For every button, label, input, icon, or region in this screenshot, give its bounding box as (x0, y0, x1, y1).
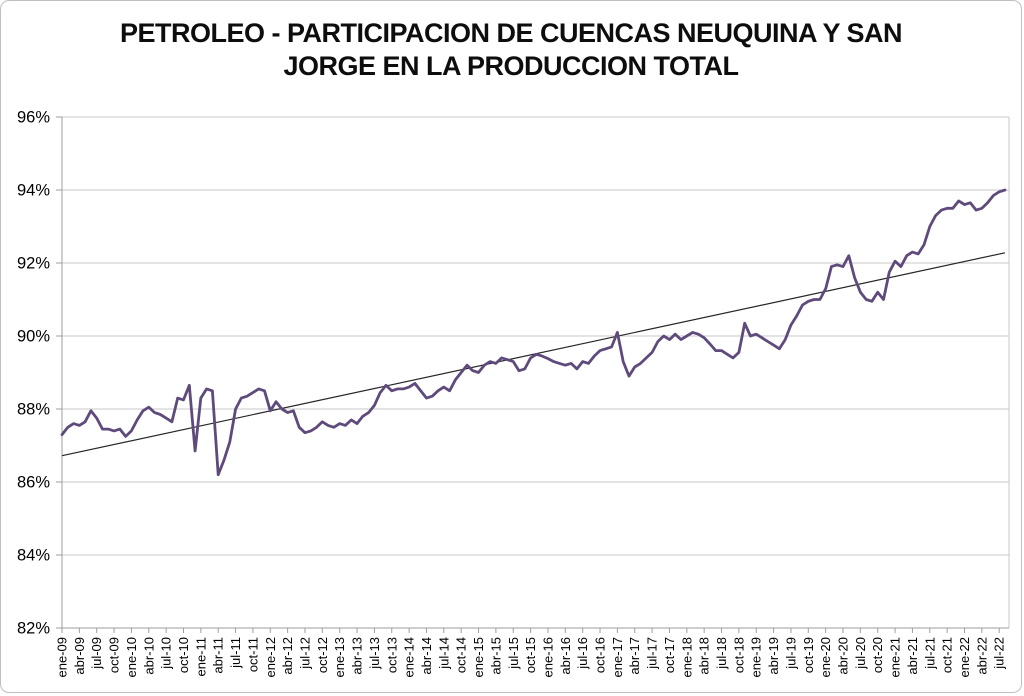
x-axis-label: abr-09 (72, 637, 87, 675)
x-axis-label: ene-13 (332, 637, 347, 677)
x-axis-label: jul-17 (645, 637, 660, 670)
x-axis-label: ene-19 (749, 637, 764, 677)
x-axis-label: jul-14 (436, 637, 451, 670)
x-axis-label: abr-15 (488, 637, 503, 675)
x-axis-label: abr-21 (905, 637, 920, 675)
x-axis-label: oct-10 (176, 637, 191, 673)
x-axis-label: oct-17 (662, 637, 677, 673)
x-axis-label: abr-17 (627, 637, 642, 675)
x-axis-label: oct-16 (593, 637, 608, 673)
x-axis-label: oct-19 (801, 637, 816, 673)
x-axis-label: jul-09 (89, 637, 104, 670)
x-axis-label: jul-13 (367, 637, 382, 670)
x-axis-label: oct-11 (245, 637, 260, 672)
x-axis-label: abr-16 (558, 637, 573, 675)
x-axis-label: oct-18 (731, 637, 746, 673)
series-line (60, 188, 1007, 477)
x-axis-label: abr-20 (836, 637, 851, 675)
x-axis-label: oct-09 (107, 637, 122, 673)
x-axis-label: abr-22 (974, 637, 989, 675)
y-axis-label: 90% (17, 328, 50, 346)
x-axis-label: abr-19 (766, 637, 781, 675)
x-axis-label: oct-13 (384, 637, 399, 673)
x-axis-label: jul-19 (783, 637, 798, 670)
y-axis-label: 84% (17, 547, 50, 565)
x-axis-label: ene-17 (610, 637, 625, 677)
y-axis-label: 96% (17, 109, 50, 127)
y-axis-label: 82% (17, 620, 50, 638)
x-axis-label: jul-12 (297, 637, 312, 670)
y-axis-label: 88% (17, 401, 50, 419)
y-axis-label: 92% (17, 255, 50, 273)
y-axis-label: 94% (17, 182, 50, 200)
x-axis-label: jul-21 (922, 637, 937, 670)
x-axis-label: ene-11 (193, 637, 208, 677)
x-axis-label: ene-15 (471, 637, 486, 677)
x-axis-label: ene-18 (679, 637, 694, 677)
x-axis-label: abr-12 (280, 637, 295, 675)
x-axis-label: ene-10 (124, 637, 139, 677)
chart-title: PETROLEO - PARTICIPACION DE CUENCAS NEUQ… (119, 18, 903, 81)
x-axis-label: ene-20 (818, 637, 833, 677)
x-axis-label: ene-12 (263, 637, 278, 677)
x-axis-label: abr-14 (419, 637, 434, 675)
x-axis-label: jul-11 (228, 637, 243, 669)
x-axis-label: abr-18 (697, 637, 712, 675)
x-axis-label: ene-09 (55, 637, 70, 677)
x-axis-label: ene-22 (957, 637, 972, 677)
x-axis-label: jul-10 (159, 637, 174, 670)
x-axis-label: ene-16 (540, 637, 555, 677)
x-axis-label: jul-16 (575, 637, 590, 670)
x-axis-label: abr-10 (141, 637, 156, 675)
x-axis-label: oct-20 (870, 637, 885, 673)
x-axis-label: jul-18 (714, 637, 729, 670)
x-axis-label: jul-22 (992, 637, 1007, 670)
x-axis-label: oct-12 (315, 637, 330, 673)
trendline (61, 252, 1006, 457)
x-axis-label: abr-13 (350, 637, 365, 675)
x-axis-label: jul-20 (853, 637, 868, 670)
x-axis-label: abr-11 (211, 637, 226, 674)
x-axis-label: ene-21 (888, 637, 903, 677)
x-axis-label: oct-21 (940, 637, 955, 673)
x-axis-label: jul-15 (506, 637, 521, 670)
x-axis-label: oct-14 (454, 637, 469, 673)
x-axis-label: ene-14 (402, 637, 417, 677)
y-axis-label: 86% (17, 474, 50, 492)
x-axis-label: oct-15 (523, 637, 538, 673)
